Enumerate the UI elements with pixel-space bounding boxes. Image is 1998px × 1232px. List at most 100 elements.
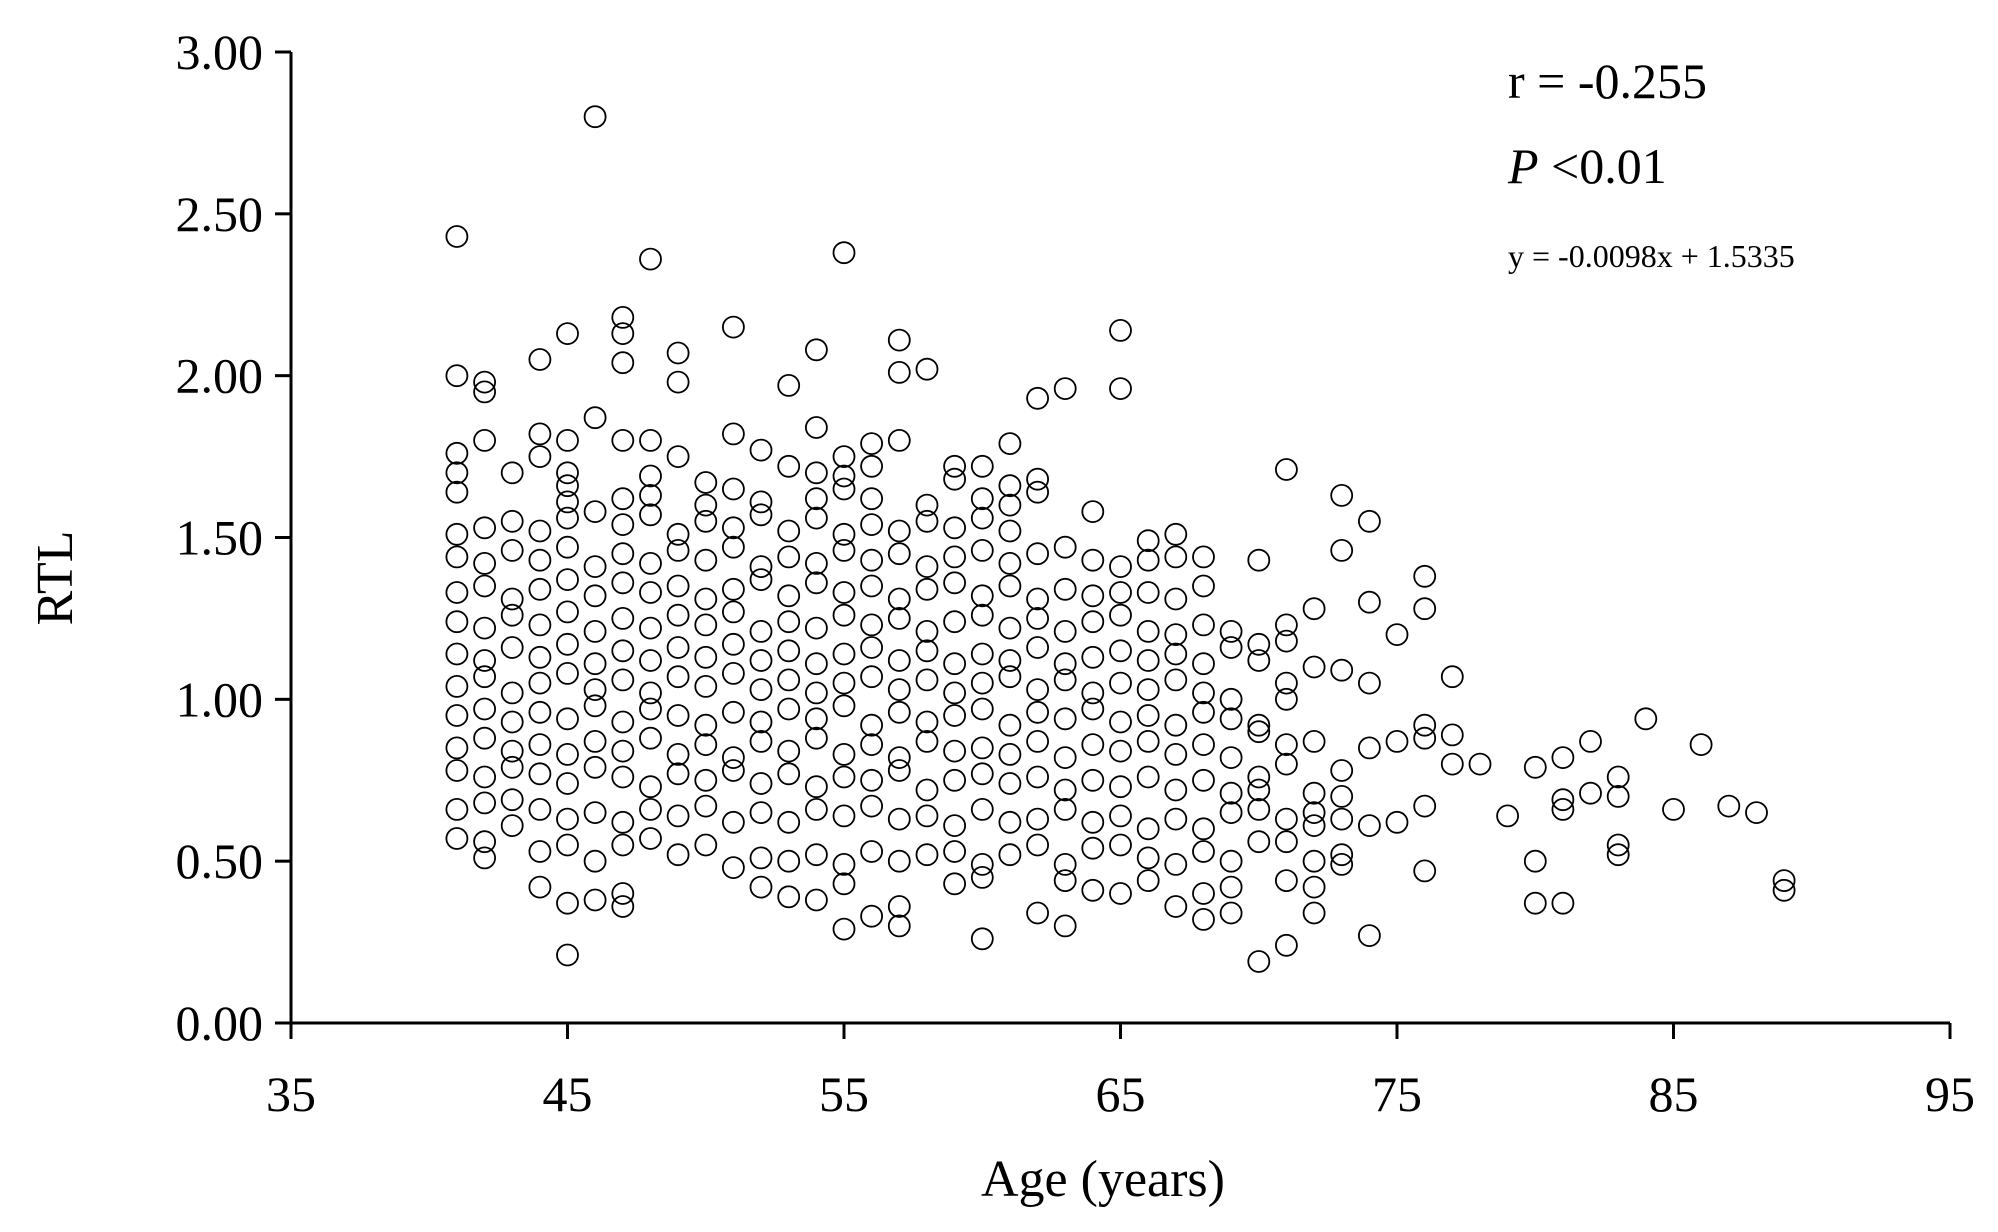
data-point [556, 743, 579, 766]
data-point [473, 697, 497, 721]
data-point [611, 305, 635, 329]
data-point [832, 872, 856, 896]
data-point [639, 798, 662, 821]
data-point [943, 681, 966, 705]
data-point [915, 639, 939, 663]
data-point [887, 542, 911, 566]
data-point [556, 568, 579, 591]
data-point [445, 798, 469, 821]
data-point [998, 432, 1022, 456]
data-point [1192, 908, 1215, 931]
data-point [860, 840, 883, 863]
data-point [1302, 849, 1326, 873]
data-point [1164, 623, 1188, 646]
data-point [1275, 869, 1298, 892]
data-point [998, 743, 1022, 766]
data-point [473, 649, 497, 672]
data-point [1026, 386, 1049, 410]
data-point [749, 846, 773, 870]
data-point [528, 645, 552, 669]
data-point [583, 849, 607, 873]
x-axis-title: Age (years) [981, 1151, 1225, 1208]
data-point [445, 759, 469, 782]
data-point [915, 555, 939, 578]
data-point [1413, 859, 1437, 883]
data-point [473, 791, 497, 815]
data-point [1468, 752, 1492, 776]
data-point [694, 768, 718, 792]
data-point [500, 636, 524, 659]
data-point [1053, 620, 1077, 643]
data-point [1136, 846, 1160, 870]
data-point [1136, 649, 1160, 672]
data-point [1164, 743, 1188, 766]
data-point [805, 461, 828, 485]
data-point [639, 247, 662, 271]
data-point [1219, 849, 1243, 873]
data-point [445, 522, 469, 546]
data-point [611, 810, 635, 834]
data-point [777, 519, 801, 543]
data-point [1440, 665, 1464, 689]
data-point [1275, 933, 1298, 957]
data-point [970, 603, 994, 627]
data-point [998, 649, 1022, 672]
data-point [694, 493, 718, 517]
data-point [915, 577, 939, 601]
data-point [943, 454, 966, 478]
data-point [915, 620, 939, 643]
data-point [1192, 733, 1215, 756]
data-point [832, 581, 856, 604]
data-point [749, 620, 773, 643]
data-point [1081, 836, 1105, 860]
data-point [1247, 798, 1271, 821]
data-point [528, 348, 552, 371]
data-point [722, 577, 745, 601]
data-point [528, 700, 552, 724]
data-point [887, 519, 911, 543]
data-point [832, 241, 856, 265]
data-point [832, 743, 856, 766]
data-point [583, 694, 607, 718]
data-point [749, 649, 773, 672]
data-point [1053, 914, 1077, 938]
data-point [1053, 707, 1077, 731]
data-point [1219, 875, 1243, 899]
data-point [1302, 655, 1326, 679]
data-point [473, 616, 497, 640]
y-tick-label: 1.50 [176, 510, 264, 566]
data-point [1275, 687, 1298, 711]
data-point [639, 775, 662, 799]
data-point [1081, 878, 1105, 902]
data-point [1413, 794, 1437, 818]
data-point [666, 341, 690, 365]
data-point [694, 645, 718, 669]
data-point [1053, 853, 1077, 876]
data-point [1772, 869, 1796, 892]
data-point [970, 866, 994, 889]
data-point [1330, 807, 1354, 831]
data-point [832, 694, 856, 718]
data-point [639, 616, 662, 640]
data-point [805, 726, 828, 750]
data-point [583, 755, 607, 779]
data-point [1136, 765, 1160, 789]
data-point [1081, 645, 1105, 669]
data-point [500, 739, 524, 763]
data-point [1026, 807, 1049, 831]
x-tick-label: 35 [266, 1066, 316, 1122]
data-point [1606, 765, 1630, 789]
data-point [805, 707, 828, 731]
data-point [1275, 613, 1298, 637]
data-point [1579, 781, 1602, 805]
x-tick-label: 95 [1925, 1066, 1975, 1122]
data-point [860, 904, 883, 928]
data-point [1302, 781, 1326, 805]
data-point [970, 539, 994, 562]
data-point [832, 477, 856, 501]
y-axis-title: RTL [27, 530, 84, 625]
data-point [777, 639, 801, 663]
data-point [970, 671, 994, 695]
data-point [887, 328, 911, 352]
data-point [473, 380, 497, 404]
